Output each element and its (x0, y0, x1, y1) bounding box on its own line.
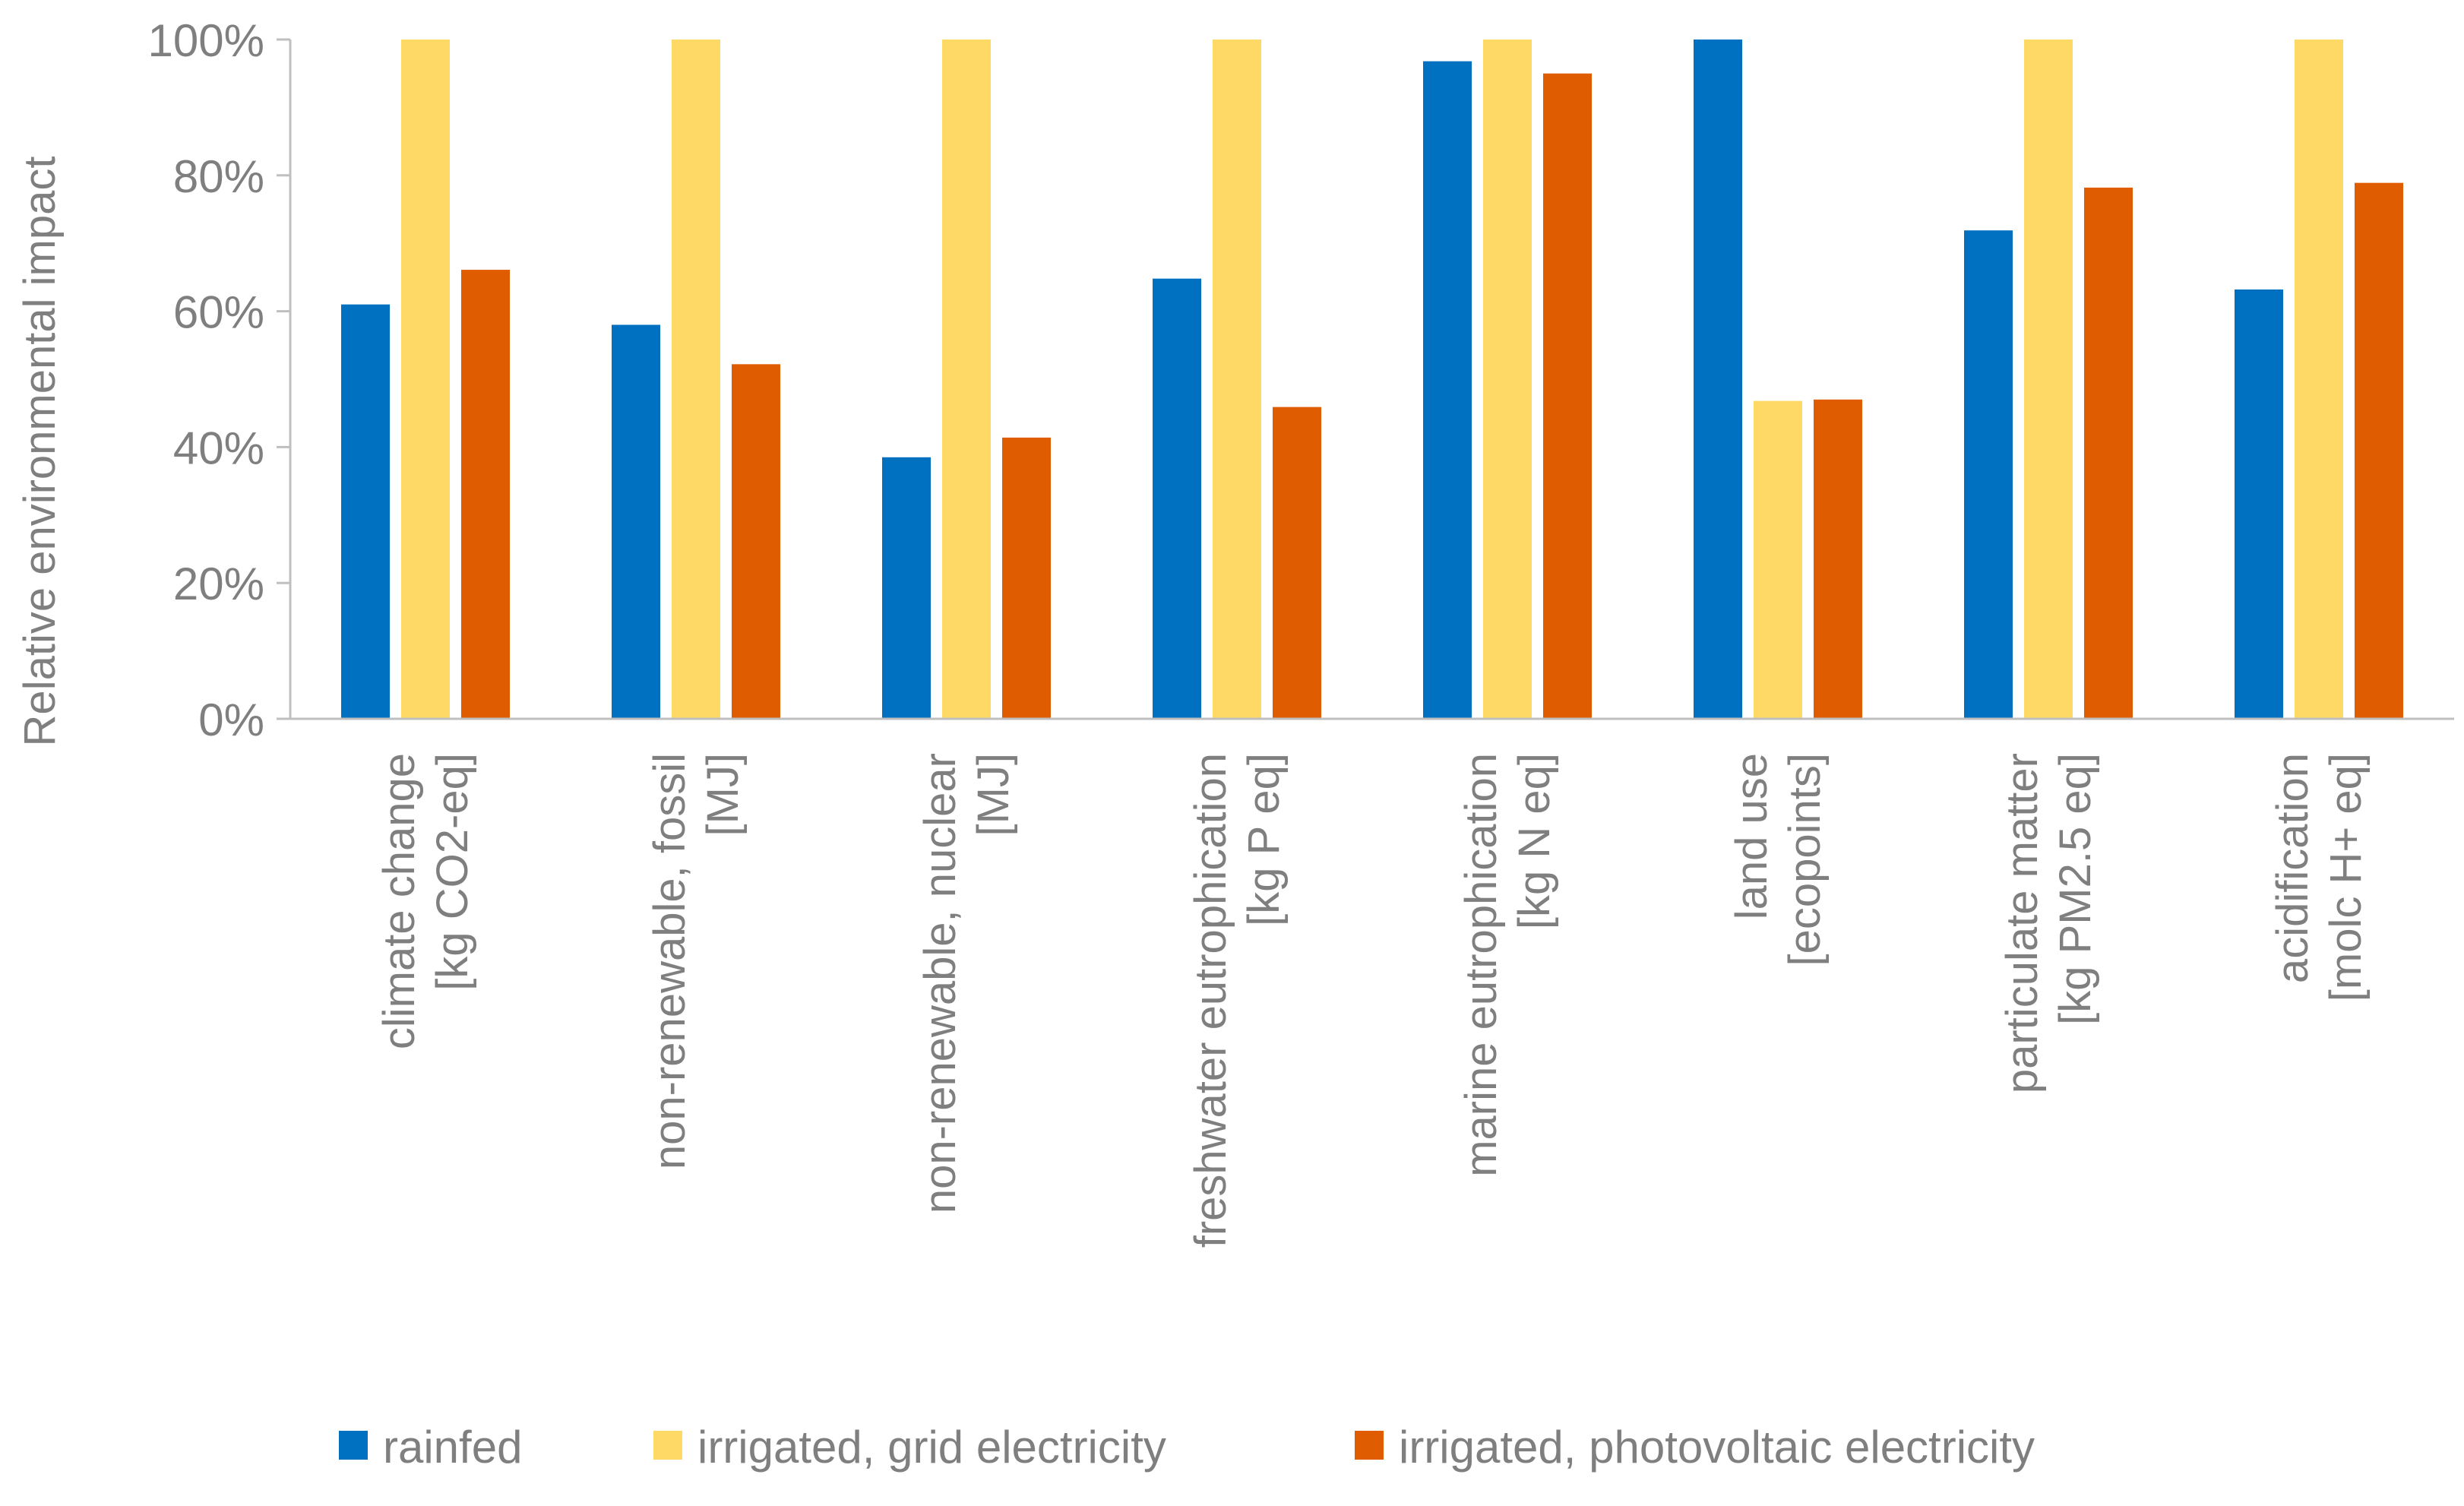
category-label-line: freshwater eutrophication (1186, 753, 1235, 1248)
bar-1-8 (2235, 289, 2283, 719)
bar-3-6 (1814, 399, 1862, 719)
category-label-6: land use [ecopoints] (1727, 753, 1830, 967)
category-label-8: acidification [molc H+ eq] (2268, 753, 2371, 1001)
category-label-line: [MJ] (969, 753, 1018, 837)
legend-item-2: irrigated, grid electricity (653, 1422, 1166, 1473)
category-label-line: land use (1727, 753, 1776, 919)
y-tick-label: 60% (173, 287, 264, 338)
category-label-1: climate change [kg CO2-eq] (375, 753, 477, 1049)
category-label-line: [kg P eq] (1239, 753, 1289, 926)
category-label-2: non-renewable, fossil [MJ] (645, 753, 748, 1169)
category-label-7: particulate matter [kg PM2.5 eq] (1997, 753, 2100, 1093)
bar-1-7 (1964, 230, 2013, 719)
bar-2-3 (942, 40, 991, 719)
category-label-line: [MJ] (698, 753, 748, 837)
bar-3-3 (1002, 437, 1051, 719)
bar-3-1 (461, 270, 510, 719)
bar-2-5 (1483, 40, 1532, 719)
bar-3-5 (1543, 73, 1592, 719)
legend-swatch (653, 1431, 682, 1460)
category-label-line: [ecopoints] (1780, 753, 1830, 967)
legend-swatch (1355, 1431, 1384, 1460)
bar-2-7 (2024, 40, 2073, 719)
category-label-line: [kg PM2.5 eq] (2051, 753, 2100, 1025)
bar-3-2 (732, 364, 780, 719)
legend-item-1: rainfed (339, 1422, 522, 1473)
category-label-line: marine eutrophication (1457, 753, 1506, 1177)
bar-3-8 (2355, 182, 2403, 719)
bar-1-3 (882, 457, 931, 719)
y-tick-labels: 0% 20% 40% 60% 80% 100% (148, 15, 290, 745)
y-tick-label: 40% (173, 422, 264, 473)
bar-2-8 (2295, 40, 2343, 719)
category-label-line: [kg CO2-eq] (428, 753, 477, 991)
bar-2-1 (401, 40, 450, 719)
category-label-line: [molc H+ eq] (2321, 753, 2371, 1001)
bars-layer (341, 40, 2403, 720)
category-label-line: acidification (2268, 753, 2317, 983)
bar-3-4 (1273, 407, 1321, 719)
legend: rainfed irrigated, grid electricity irriga… (339, 1422, 2035, 1473)
legend-label: rainfed (383, 1422, 522, 1473)
bar-1-4 (1153, 278, 1201, 719)
category-labels: climate change [kg CO2-eq] non-renewable, … (375, 753, 2371, 1248)
y-tick-label: 20% (173, 558, 264, 609)
bar-2-6 (1754, 400, 1802, 719)
category-label-line: non-renewable, nuclear (916, 753, 965, 1213)
bar-2-2 (672, 40, 720, 719)
category-label-4: freshwater eutrophication [kg P eq] (1186, 753, 1289, 1248)
y-tick-label: 100% (148, 15, 264, 66)
legend-swatch (339, 1431, 368, 1460)
category-label-line: non-renewable, fossil (645, 753, 694, 1169)
category-label-line: particulate matter (1997, 753, 2047, 1093)
bar-1-5 (1423, 61, 1472, 719)
legend-label: irrigated, photovoltaic electricity (1399, 1422, 2035, 1473)
bar-3-7 (2084, 187, 2133, 720)
bar-1-2 (612, 324, 660, 720)
legend-label: irrigated, grid electricity (697, 1422, 1166, 1473)
category-label-5: marine eutrophication [kg N eq] (1457, 753, 1559, 1177)
legend-item-3: irrigated, photovoltaic electricity (1355, 1422, 2035, 1473)
category-label-line: climate change (375, 753, 424, 1049)
bar-1-1 (341, 304, 390, 719)
bar-2-4 (1213, 40, 1261, 719)
y-tick-label: 0% (198, 694, 264, 745)
y-axis-label: Relative environmental impact (15, 157, 65, 747)
y-tick-label: 80% (173, 151, 264, 202)
axis-layer (289, 40, 2454, 720)
bar-1-6 (1694, 40, 1742, 719)
category-label-3: non-renewable, nuclear [MJ] (916, 753, 1018, 1213)
category-label-line: [kg N eq] (1510, 753, 1559, 929)
